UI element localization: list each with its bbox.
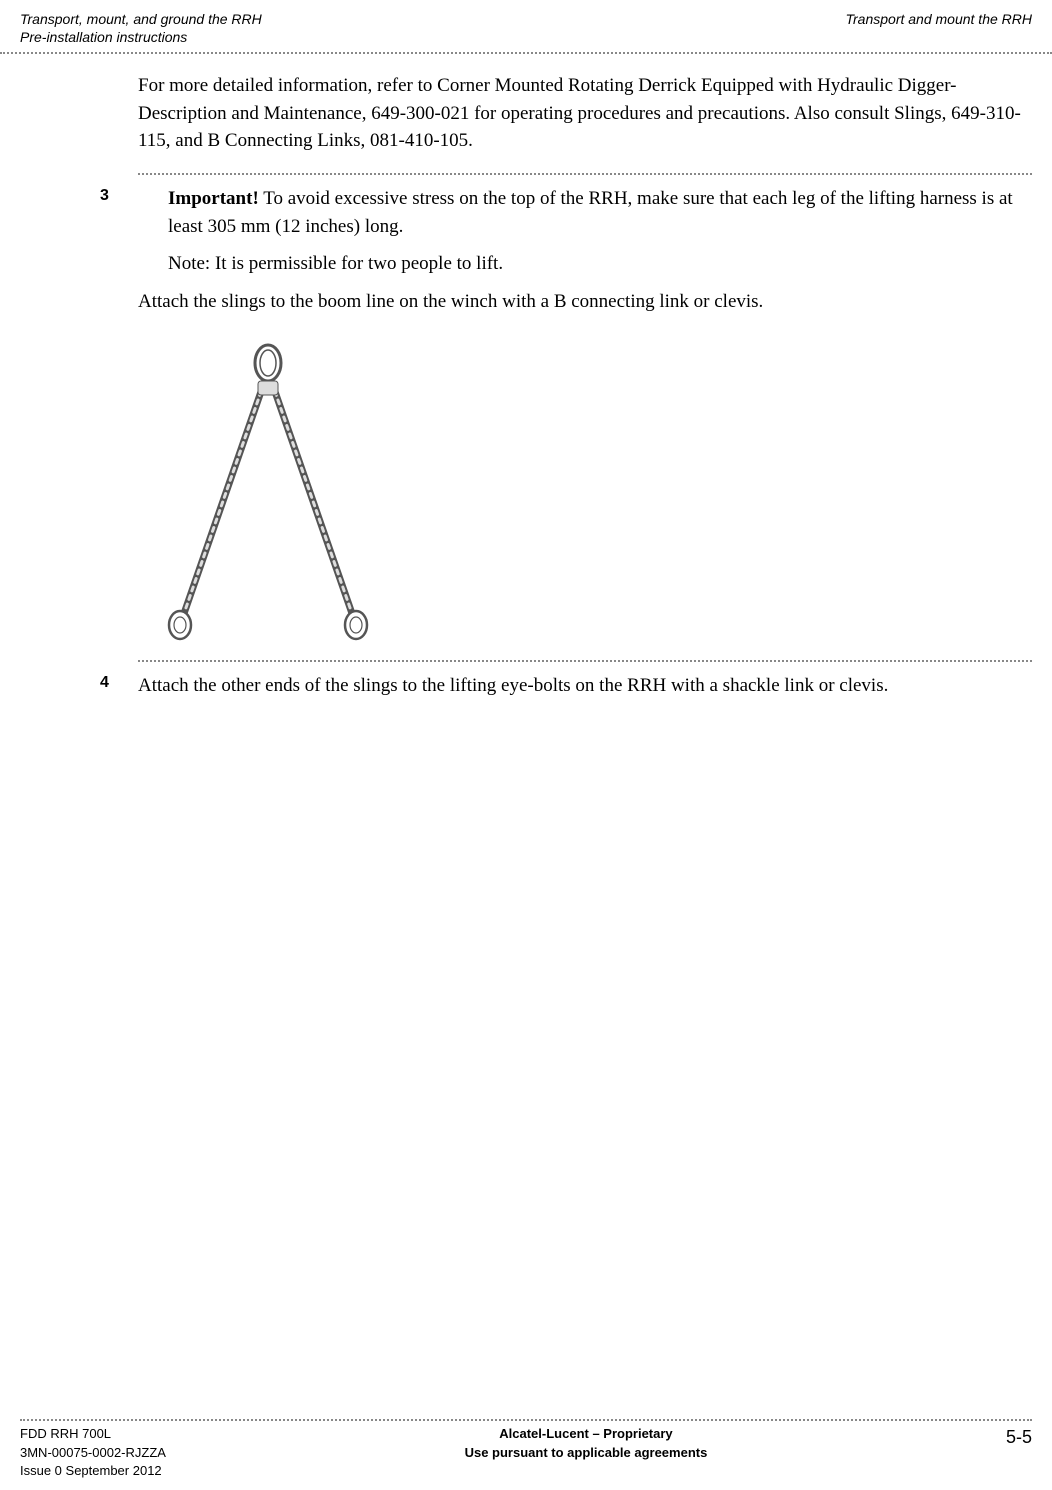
- step-note: Note: It is permissible for two people t…: [168, 250, 1032, 278]
- footer-product: FDD RRH 700L: [20, 1425, 166, 1443]
- header-left: Transport, mount, and ground the RRH Pre…: [20, 10, 262, 46]
- step-divider-wrap: [138, 173, 1032, 175]
- page-footer: FDD RRH 700L 3MN-00075-0002-RJZZA Issue …: [0, 1419, 1052, 1480]
- intro-paragraph: For more detailed information, refer to …: [138, 72, 1032, 155]
- step-3: 3 Important! To avoid excessive stress o…: [20, 185, 1032, 325]
- header-section-title: Pre-installation instructions: [20, 28, 262, 46]
- step-divider-wrap-2: [138, 660, 1032, 662]
- footer-issue: Issue 0 September 2012: [20, 1462, 166, 1480]
- footer-center: Alcatel-Lucent – Proprietary Use pursuan…: [465, 1425, 708, 1461]
- footer-page-number: 5-5: [1006, 1425, 1032, 1450]
- header-topic-title: Transport and mount the RRH: [846, 10, 1033, 28]
- page-header: Transport, mount, and ground the RRH Pre…: [0, 0, 1052, 50]
- step-divider: [138, 173, 1032, 175]
- header-rule: [0, 52, 1052, 54]
- step-4: 4 Attach the other ends of the slings to…: [20, 672, 1032, 710]
- footer-left: FDD RRH 700L 3MN-00075-0002-RJZZA Issue …: [20, 1425, 166, 1480]
- step-instruction: Attach the slings to the boom line on th…: [138, 288, 1032, 316]
- step-instruction: Attach the other ends of the slings to t…: [138, 672, 1032, 700]
- content-area: For more detailed information, refer to …: [0, 72, 1052, 709]
- step-number: 3: [20, 185, 138, 205]
- footer-proprietary: Alcatel-Lucent – Proprietary: [465, 1425, 708, 1443]
- footer-docnum: 3MN-00075-0002-RJZZA: [20, 1444, 166, 1462]
- header-right: Transport and mount the RRH: [846, 10, 1033, 46]
- footer-row: FDD RRH 700L 3MN-00075-0002-RJZZA Issue …: [20, 1425, 1032, 1480]
- sling-illustration: [138, 337, 398, 642]
- step-important: Important! To avoid excessive stress on …: [168, 185, 1032, 240]
- important-label: Important!: [168, 188, 259, 209]
- footer-usage: Use pursuant to applicable agreements: [465, 1444, 708, 1462]
- step-number: 4: [20, 672, 138, 692]
- sling-figure: [138, 337, 1032, 642]
- step-body: Attach the other ends of the slings to t…: [138, 672, 1032, 710]
- step-divider: [138, 660, 1032, 662]
- important-text: To avoid excessive stress on the top of …: [168, 188, 1013, 237]
- header-chapter-title: Transport, mount, and ground the RRH: [20, 10, 262, 28]
- step-body: Important! To avoid excessive stress on …: [138, 185, 1032, 325]
- footer-rule: [20, 1419, 1032, 1421]
